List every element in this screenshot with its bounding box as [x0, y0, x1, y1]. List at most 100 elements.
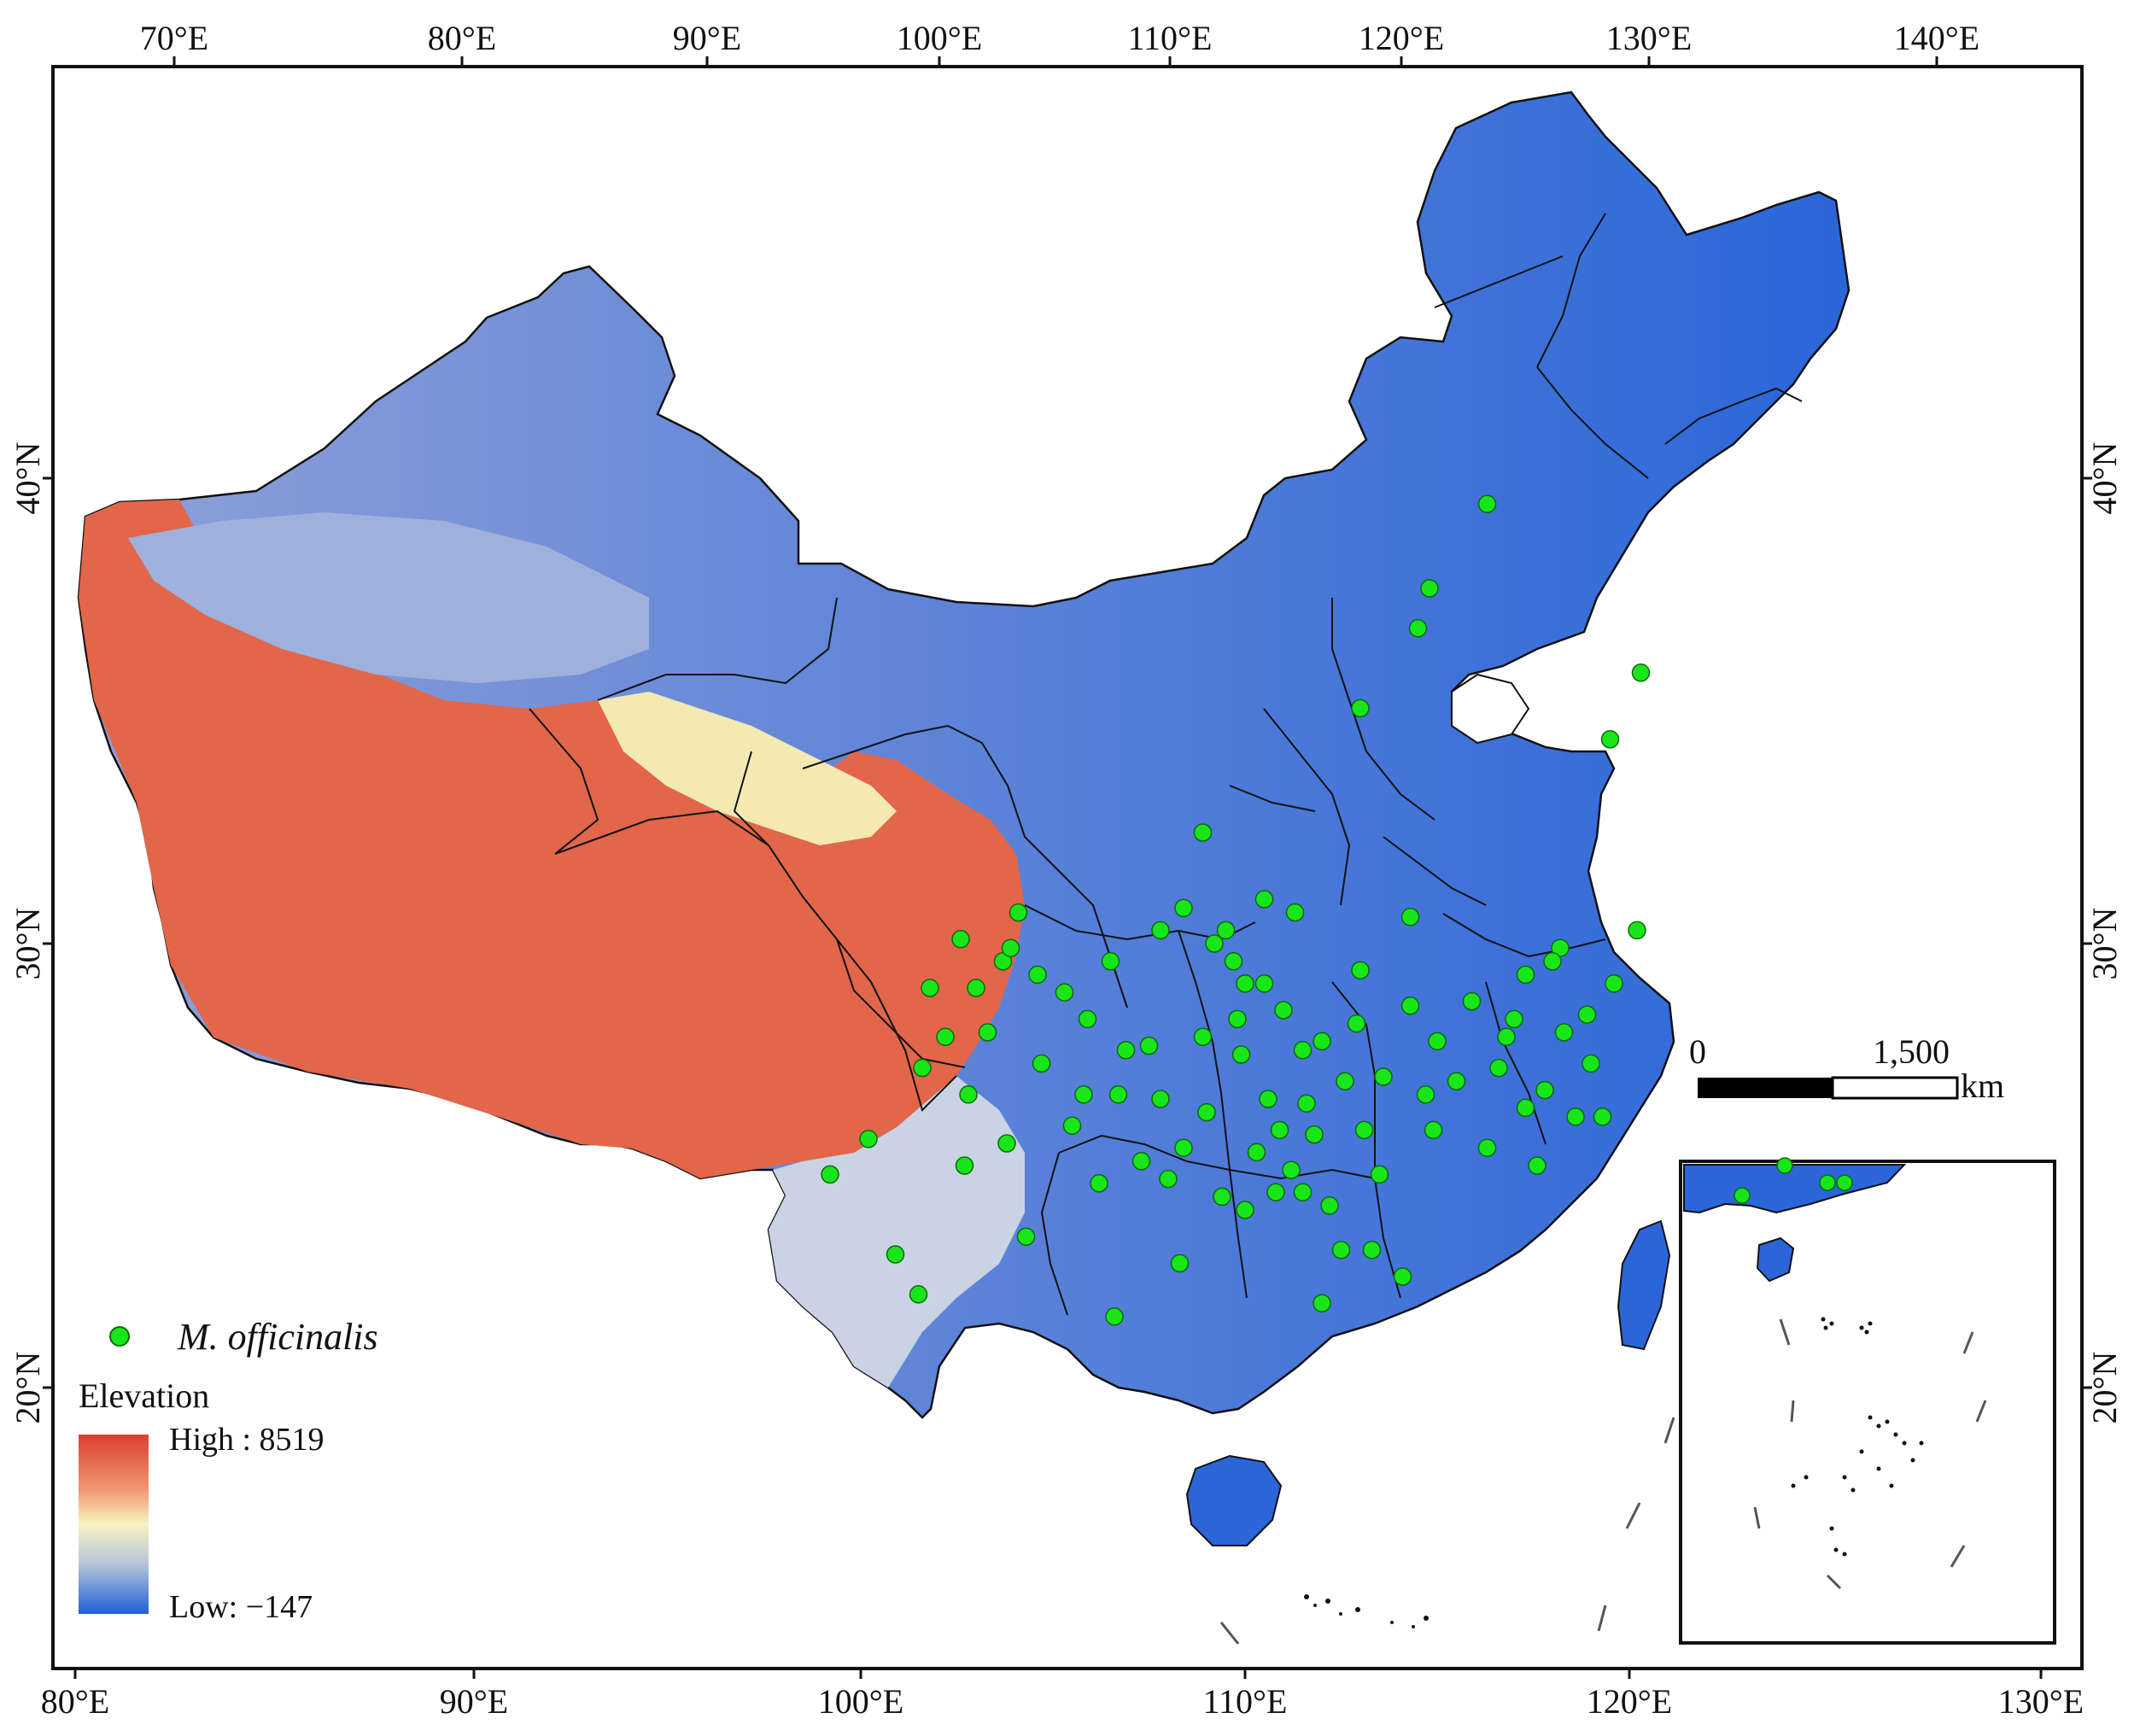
occurrence-point — [1400, 997, 1420, 1015]
occurrence-point — [1174, 1138, 1193, 1157]
occurrence-point — [1105, 1307, 1124, 1326]
occurrence-point — [821, 1165, 839, 1184]
top-tick-label: 100°E — [897, 19, 982, 57]
right-axis: 40°N 30°N 20°N — [2085, 442, 2124, 1424]
occurrence-point — [1247, 1143, 1266, 1162]
occurrence-point — [1131, 1152, 1151, 1171]
scale-bar-white-segment — [1831, 1076, 1959, 1100]
occurrence-point — [1354, 1120, 1374, 1140]
bottom-tick-label: 80°E — [41, 1682, 109, 1721]
occurrence-point — [1577, 1005, 1597, 1024]
bottom-tick-label: 130°E — [1998, 1682, 2084, 1721]
occurrence-point — [1320, 1196, 1339, 1215]
occurrence-point — [1447, 1072, 1466, 1090]
occurrence-point — [1016, 1227, 1036, 1246]
occurrence-point — [1477, 494, 1497, 513]
occurrence-point — [1489, 1058, 1508, 1078]
occurrence-point — [1259, 1090, 1278, 1108]
occurrence-point — [1393, 1267, 1412, 1286]
scale-bar: 0 1,500 km — [1689, 1032, 2004, 1105]
occurrence-point — [1197, 1102, 1216, 1122]
bottom-tick-label: 120°E — [1587, 1682, 1672, 1721]
left-tick-label: 20°N — [9, 1352, 47, 1424]
occurrence-point — [1477, 1138, 1497, 1157]
occurrence-point — [1205, 934, 1224, 953]
occurrence-point — [1078, 1009, 1097, 1029]
occurrence-point — [1428, 1032, 1447, 1051]
occurrence-point — [1236, 974, 1254, 993]
legend-elevation-title: Elevation — [79, 1377, 209, 1415]
bottom-tick-label: 100°E — [818, 1682, 903, 1721]
top-tick-label: 120°E — [1359, 19, 1444, 57]
occurrence-point — [1631, 663, 1651, 682]
occurrence-point — [921, 979, 939, 997]
occurrence-point — [913, 1058, 932, 1078]
occurrence-point — [1313, 1294, 1331, 1312]
axis-ticks — [43, 56, 2092, 1679]
scale-zero-label: 0 — [1689, 1032, 1706, 1071]
occurrence-point — [1055, 983, 1074, 1002]
occurrence-point — [1228, 1009, 1247, 1029]
top-tick-label: 130°E — [1606, 19, 1692, 57]
occurrence-point — [1274, 1001, 1293, 1020]
south-china-sea-islands — [1304, 1594, 1429, 1628]
top-tick-label: 80°E — [428, 19, 496, 57]
left-axis: 40°N 30°N 20°N — [9, 442, 47, 1424]
occurrence-point — [1331, 1241, 1351, 1260]
occurrence-point — [1305, 1125, 1324, 1144]
right-tick-label: 40°N — [2085, 442, 2124, 515]
top-tick-label: 90°E — [673, 19, 741, 57]
occurrence-point — [1116, 1041, 1136, 1060]
occurrence-point — [1108, 1085, 1128, 1104]
right-tick-label: 30°N — [2085, 908, 2124, 980]
occurrence-point — [1285, 903, 1305, 922]
occurrence-point — [1139, 1036, 1159, 1055]
bottom-tick-label: 110°E — [1203, 1682, 1288, 1721]
occurrence-point — [1424, 1120, 1443, 1140]
occurrence-point — [1543, 952, 1562, 971]
occurrence-point — [1270, 1120, 1289, 1140]
occurrence-point — [1535, 1080, 1554, 1100]
occurrence-point — [1336, 1072, 1354, 1090]
occurrence-point — [1216, 921, 1236, 940]
occurrence-point — [1566, 1108, 1585, 1126]
nine-dash-line — [1219, 1417, 1675, 1645]
occurrence-point — [1266, 1183, 1285, 1201]
occurrence-point — [978, 1023, 997, 1042]
legend-low-label: Low: −147 — [169, 1589, 313, 1625]
occurrence-point — [1062, 1116, 1082, 1135]
occurrence-point — [1313, 1032, 1331, 1051]
occurrence-point — [1151, 1090, 1170, 1108]
scale-max-label: 1,500 — [1873, 1032, 1950, 1071]
bottom-tick-label: 90°E — [440, 1682, 508, 1721]
occurrence-point — [959, 1085, 978, 1104]
top-tick-label: 70°E — [140, 19, 208, 57]
occurrence-point — [1074, 1085, 1093, 1104]
occurrence-point — [1400, 908, 1420, 926]
occurrence-point — [1497, 1027, 1516, 1046]
legend-high-label: High : 8519 — [169, 1422, 325, 1458]
legend-point-symbol — [109, 1326, 130, 1347]
occurrence-point — [1505, 1009, 1523, 1029]
scale-unit-label: km — [1961, 1067, 2004, 1105]
occurrence-point — [1254, 974, 1274, 993]
occurrence-point — [1516, 965, 1535, 985]
occurrence-point — [1213, 1187, 1231, 1207]
occurrence-point — [997, 1134, 1016, 1153]
occurrence-point — [1001, 938, 1020, 957]
top-tick-label: 140°E — [1894, 19, 1979, 57]
occurrence-point — [1416, 1085, 1435, 1104]
occurrence-point — [1554, 1023, 1574, 1042]
yunnan-transition — [769, 1076, 1025, 1388]
occurrence-point — [1224, 952, 1243, 971]
occurrence-point — [859, 1130, 878, 1149]
occurrence-point — [1420, 579, 1439, 598]
occurrence-point — [1462, 991, 1482, 1011]
occurrence-point — [1600, 730, 1620, 749]
tarim-basin — [128, 512, 649, 683]
occurrence-point — [1032, 1054, 1051, 1073]
occurrence-point — [1628, 921, 1646, 940]
legend-species-label: M. officinalis — [177, 1316, 378, 1358]
occurrence-point — [955, 1156, 974, 1175]
